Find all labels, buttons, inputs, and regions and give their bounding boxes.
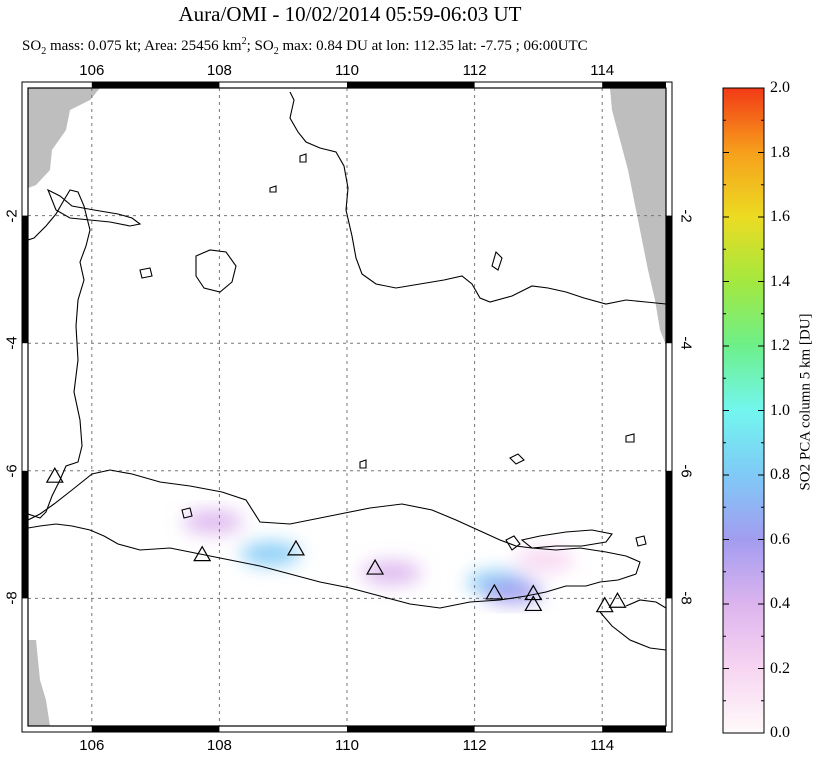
y-tick-label-left: -8 [3,591,21,606]
map-area [28,88,666,726]
volcano-marker [608,592,627,608]
x-tick-label-top: 106 [79,62,105,79]
coastline-islet [269,185,277,193]
volcano-marker [366,558,385,575]
y-tick-label-right: -4 [677,336,695,350]
coastline-islet [505,535,521,551]
volcano-markers [45,466,627,613]
coastline-karimun [509,453,525,465]
colorbar-tick-label: 0.8 [770,466,790,483]
y-tick-label-left: -2 [3,208,21,223]
coastline-borneo-inner [491,250,503,271]
so2-patch [183,509,244,534]
coastline-java [28,469,641,609]
so2-patch [240,541,301,566]
coastline-bali [625,599,666,609]
coastline-borneo [289,91,666,305]
chart-title: Aura/OMI - 10/02/2014 05:59-06:03 UT [178,2,522,26]
coastline-islet [181,507,193,519]
no-data-region [28,88,666,726]
so2-patch [361,560,422,585]
colorbar-tick-marks [723,87,764,734]
frame-stripe-right [666,470,672,599]
y-tick-label-right: -2 [677,208,695,223]
subtitle-superscript: 2 [241,36,247,47]
colorbar-tick-label: 1.2 [770,337,790,354]
subtitle-subscript: 2 [273,46,279,57]
x-tick-label-top: 108 [206,62,232,79]
map-frame [21,81,673,733]
x-tick-label-bottom: 114 [590,737,615,754]
volcano-marker [524,595,543,612]
y-tick-label-right: -6 [677,464,695,478]
coastline-islet [299,153,307,163]
frame-stripe-top [91,82,220,88]
colorbar-tick-label: 0.2 [770,659,790,677]
colorbar-title: SO2 PCA column 5 km [DU] [797,313,814,491]
coastline-belitung [195,249,237,293]
frame-stripe-right [666,215,672,344]
colorbar-tick-label: 1.6 [770,208,790,225]
y-tick-label-left: -4 [3,336,21,350]
coastline-islet [359,459,367,469]
x-tick-label-bottom: 106 [79,737,105,754]
colorbar-tick-label: 1.8 [770,143,790,161]
colorbar-gradient [722,87,765,734]
subtitle-part: max: 0.84 DU at lon: 112.35 lat: -7.75 ;… [278,38,588,54]
colorbar-tick-label: 1.0 [770,401,790,419]
coastline-islet [625,433,635,443]
frame-stripe-left [22,215,28,344]
frame-stripe-top [347,82,475,88]
subtitle-part: ; SO [246,38,274,54]
volcano-marker [286,539,305,556]
so2-patch [514,548,575,573]
x-tick-label-top: 110 [335,62,359,79]
frame-stripe-left [22,470,28,599]
frame-stripe-bottom [91,726,220,732]
y-tick-label-left: -6 [3,464,21,478]
volcano-marker [595,596,614,613]
y-tick-label-right: -8 [677,591,695,606]
subtitle-part: mass: 0.075 kt; Area: 25456 km [46,38,242,54]
colorbar [722,87,765,734]
chart-subtitle: SO2 mass: 0.075 kt; Area: 25456 km2; SO2… [22,36,588,57]
colorbar-tick-label: 2.0 [770,79,790,96]
coastlines [28,91,666,651]
coastline-sumatra [28,189,91,519]
coastline-islet [139,267,153,279]
colorbar-tick-label: 1.4 [770,272,790,290]
frame-stripe-top [602,82,666,88]
coastline-madura [520,529,613,549]
x-tick-label-top: 112 [462,62,487,79]
x-tick-label-bottom: 108 [206,737,232,754]
no-data-patch [28,640,50,726]
frame-stripe-bottom [347,726,475,732]
coastline-islet [635,535,647,547]
volcano-marker [193,545,212,562]
frame-stripe-bottom [602,726,666,732]
coastline-bali-south [599,611,666,651]
subtitle-part: SO [22,38,42,54]
volcano-marker [524,584,543,601]
volcano-marker [45,466,64,483]
no-data-patch [610,88,666,345]
frame-outer [21,81,673,733]
subtitle-subscript: 2 [41,46,47,57]
x-tick-label-bottom: 110 [335,737,359,754]
colorbar-tick-label: 0.4 [770,595,790,612]
colorbar-tick-label: 0.6 [770,530,790,548]
volcano-marker [485,583,504,600]
no-data-patch [28,88,100,188]
x-tick-label-top: 114 [590,62,615,79]
colorbar-tick-label: 0.0 [770,724,790,741]
x-tick-label-bottom: 112 [462,737,487,754]
coastline-bangka-belitung [46,188,142,227]
